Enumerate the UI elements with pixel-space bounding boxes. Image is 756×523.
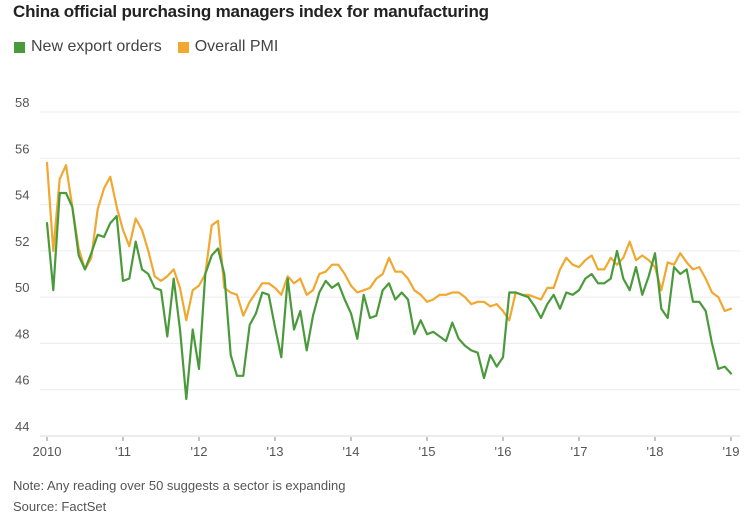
legend-item-new-export-orders: New export orders — [14, 38, 162, 56]
footnote: Note: Any reading over 50 suggests a sec… — [13, 478, 346, 493]
legend: New export orders Overall PMI — [14, 38, 294, 56]
legend-swatch-orange — [177, 41, 189, 53]
source-note: Source: FactSet — [13, 499, 107, 514]
x-tick-label: '13 — [267, 444, 284, 459]
x-tick-label: '14 — [343, 444, 360, 459]
legend-label: Overall PMI — [194, 38, 279, 55]
legend-item-overall-pmi: Overall PMI — [177, 38, 279, 56]
y-tick-label: 58 — [15, 95, 29, 110]
y-tick-label: 50 — [15, 280, 29, 295]
x-tick-label: 2010 — [33, 444, 62, 459]
series-line-overall-pmi — [45, 161, 733, 322]
x-tick-label: '15 — [419, 444, 436, 459]
series-lines — [45, 161, 733, 401]
x-tick-label: '18 — [647, 444, 664, 459]
y-tick-label: 52 — [15, 234, 29, 249]
x-tick-label: '12 — [191, 444, 208, 459]
y-tick-label: 54 — [15, 188, 29, 203]
y-tick-label: 46 — [15, 373, 29, 388]
x-tick-label: '16 — [495, 444, 512, 459]
y-axis: 44 46 48 50 52 54 56 58 — [15, 95, 29, 434]
y-tick-label: 48 — [15, 326, 29, 341]
x-tick-label: '17 — [571, 444, 588, 459]
legend-swatch-green — [14, 41, 25, 53]
series-line-new-export-orders — [45, 191, 733, 401]
gridlines — [40, 111, 740, 437]
x-tick-label: '19 — [723, 444, 740, 459]
y-tick-label: 44 — [15, 419, 29, 434]
legend-label: New export orders — [31, 38, 162, 55]
x-tick-label: '11 — [115, 444, 131, 459]
x-axis: 2010 '11 '12 '13 '14 '15 '16 '17 '18 '19 — [33, 437, 740, 459]
y-tick-label: 56 — [15, 141, 29, 156]
chart-title: China official purchasing managers index… — [13, 2, 489, 21]
